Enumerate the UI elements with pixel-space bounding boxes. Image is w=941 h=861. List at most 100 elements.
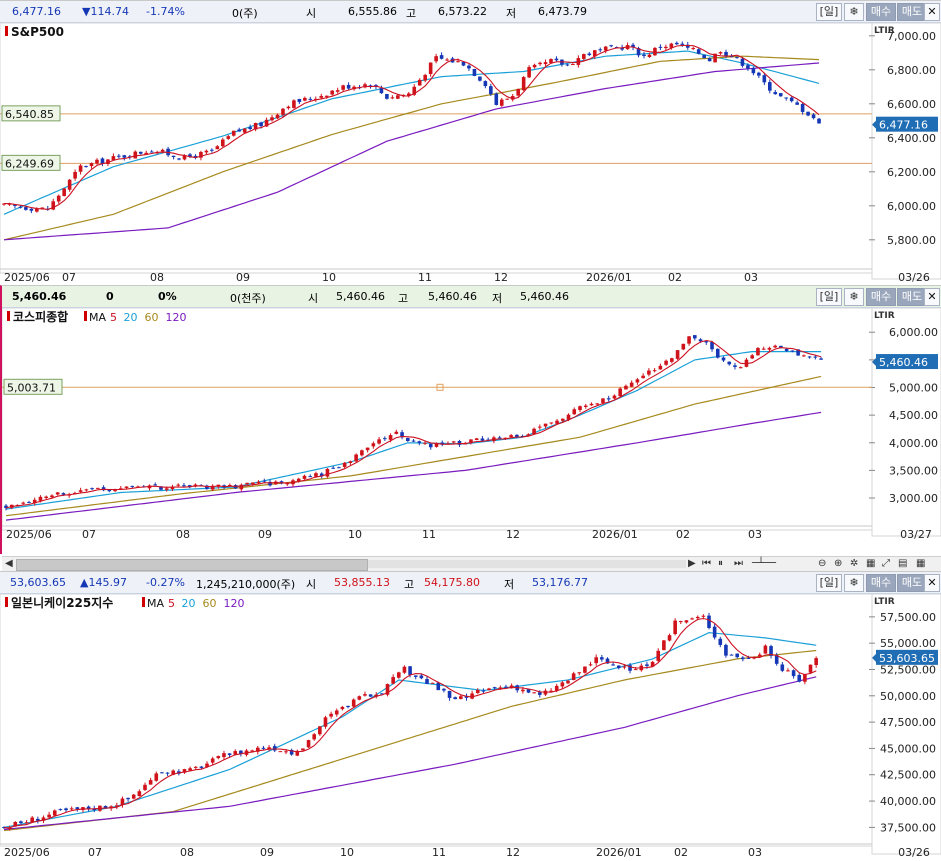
candle-body: [90, 488, 94, 490]
candle-body: [340, 706, 345, 710]
chart-scrollbar[interactable]: ◀ ▶ ⏮ ⏸ ⏭ ─┴── ⊖ ⊕ ✲ ▦ ⤢ ▤ ▦: [2, 556, 941, 572]
candle-body: [256, 481, 261, 484]
candle-body: [566, 414, 571, 420]
ma5-line: [5, 339, 822, 509]
gear-icon[interactable]: ❄: [844, 288, 864, 306]
close-icon[interactable]: ✕: [924, 574, 940, 592]
x-tick-label: 12: [494, 271, 508, 284]
candle-body: [474, 438, 479, 441]
candle-body: [470, 693, 474, 699]
pause-icon[interactable]: ⏸: [718, 558, 723, 569]
candle-body: [767, 347, 772, 350]
tools-icon[interactable]: ▤: [898, 558, 908, 569]
last-price: 5,460.46: [12, 290, 67, 303]
candle-body: [741, 657, 745, 660]
scroll-left-icon[interactable]: ◀: [5, 558, 13, 569]
candle-body: [251, 482, 255, 485]
grid-icon[interactable]: ▦: [916, 558, 926, 569]
period-button[interactable]: [일]: [816, 3, 842, 21]
sell-button[interactable]: 매도: [897, 574, 927, 592]
gear-icon[interactable]: ❄: [844, 3, 864, 21]
candle-body: [504, 686, 508, 688]
x-tick-label: 02: [674, 846, 688, 859]
candle-body: [784, 348, 789, 351]
candle-body: [144, 152, 149, 155]
zoom-out-icon[interactable]: ⊖: [818, 558, 827, 569]
sell-button[interactable]: 매도: [897, 3, 927, 21]
candle-body: [549, 422, 554, 424]
candle-body: [379, 88, 384, 94]
y-tick-label: 4,000.00: [889, 437, 938, 450]
candle-body: [89, 163, 94, 167]
candle-body: [795, 102, 799, 105]
ma-legend-label: MA: [147, 597, 164, 610]
close-icon[interactable]: ✕: [924, 288, 940, 306]
candle-body: [342, 462, 347, 467]
low-label: 저: [492, 292, 503, 305]
candle-body: [58, 809, 63, 811]
candle-body: [106, 159, 110, 165]
quote-header: 5,460.46 0 0% 0(천주) 시 5,460.46 고 5,460.4…: [2, 286, 941, 308]
candle-body: [250, 750, 254, 752]
candle-body: [423, 442, 427, 444]
candle-body: [803, 673, 807, 682]
candle-body: [264, 119, 269, 127]
plot-area: [0, 23, 873, 274]
candle-body: [790, 350, 795, 352]
y-axis-band: [871, 308, 941, 537]
candle-body: [131, 794, 136, 799]
candle-body: [629, 382, 634, 387]
candle-body: [605, 658, 610, 664]
chart-icon[interactable]: ▦: [866, 558, 876, 569]
candle-body: [406, 438, 410, 441]
candle-body: [388, 435, 393, 440]
gear-icon[interactable]: ❄: [844, 574, 864, 592]
candle-body: [18, 206, 23, 208]
buy-button[interactable]: 매수: [866, 3, 896, 21]
expand-icon[interactable]: ⤢: [882, 558, 890, 569]
candle-body: [29, 208, 34, 211]
candle-body: [4, 505, 8, 509]
candle-body: [32, 499, 37, 504]
change-percent: -0.27%: [146, 576, 185, 589]
title-marker: [5, 26, 8, 36]
last-page-icon[interactable]: ⏭: [734, 558, 743, 569]
period-button[interactable]: [일]: [816, 574, 842, 592]
period-button[interactable]: [일]: [816, 288, 842, 306]
x-tick-label: 09: [260, 846, 274, 859]
close-icon[interactable]: ✕: [924, 3, 940, 21]
y-tick-label: 55,000.00: [880, 637, 936, 650]
candle-body: [687, 336, 691, 344]
candle-body: [664, 46, 668, 49]
open-value: 53,855.13: [334, 576, 390, 589]
candle-body: [182, 769, 187, 773]
candle-body: [148, 780, 153, 785]
candle-body: [756, 348, 760, 356]
candle-body: [624, 385, 628, 390]
ma20-line: [3, 631, 817, 828]
open-label: 시: [306, 7, 317, 20]
x-tick-label: 11: [432, 846, 446, 859]
change-value: 0: [106, 290, 114, 303]
candle-body: [813, 356, 818, 358]
chart-title: 코스피종합: [13, 309, 68, 324]
buy-button[interactable]: 매수: [866, 574, 896, 592]
low-label: 저: [506, 7, 517, 20]
candle-body: [583, 405, 588, 407]
first-page-icon[interactable]: ⏮: [702, 558, 711, 569]
candle-body: [73, 492, 77, 494]
candle-body: [75, 807, 80, 810]
panel-kospi: 5,460.46 0 0% 0(천주) 시 5,460.46 고 5,460.4…: [0, 285, 941, 572]
reference-tag-label: 6,540.85: [5, 108, 54, 121]
candle-body: [78, 490, 83, 492]
zoom-in-icon[interactable]: ⊕: [834, 558, 843, 569]
sell-button[interactable]: 매도: [897, 288, 927, 306]
scroll-thumb[interactable]: [16, 559, 368, 571]
scroll-right-icon[interactable]: ▶: [688, 558, 696, 569]
open-value: 5,460.46: [336, 290, 385, 303]
reference-tag: [3, 378, 63, 395]
settings-icon[interactable]: ✲: [850, 558, 859, 569]
candle-body: [348, 461, 353, 463]
buy-button[interactable]: 매수: [866, 288, 896, 306]
zoom-slider[interactable]: ─┴──: [752, 558, 777, 569]
